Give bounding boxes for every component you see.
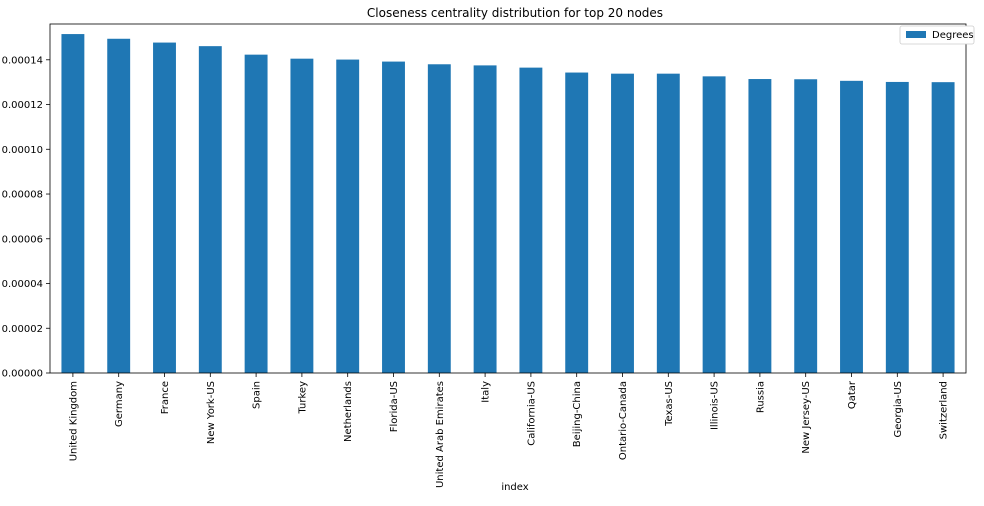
x-tick-label: New York-US [206, 381, 217, 444]
x-tick-label: Ontario-Canada [618, 381, 629, 460]
bar [61, 34, 85, 373]
bar [840, 80, 863, 374]
y-tick-label: 0.00004 [2, 279, 43, 290]
plot-frame [49, 23, 967, 374]
y-tick-label: 0.00012 [2, 100, 43, 111]
legend-swatch [906, 31, 926, 38]
bar [519, 67, 543, 373]
x-tick-label: Georgia-US [893, 381, 904, 437]
bar [382, 61, 405, 373]
x-tick-label: United Arab Emirates [435, 381, 446, 488]
x-tick-label: Germany [114, 381, 125, 427]
bar [473, 65, 497, 373]
bar [565, 72, 589, 374]
x-tick-label: California-US [526, 381, 537, 446]
x-tick-label: Italy [481, 381, 492, 403]
x-tick-label: Russia [755, 381, 766, 413]
bar [427, 64, 451, 374]
bar [885, 81, 909, 374]
x-tick-label: United Kingdom [68, 381, 79, 461]
bar [336, 59, 360, 373]
bar [290, 58, 314, 374]
x-tick-label: Spain [252, 381, 263, 409]
bar [794, 79, 818, 373]
bar [656, 73, 680, 374]
bar [153, 42, 176, 373]
legend-label: Degrees [932, 30, 974, 41]
x-axis-label: index [501, 482, 528, 493]
x-axis: United Kingdom Germany France New York-US Sp… [68, 373, 950, 488]
y-tick-label: 0.00000 [2, 369, 43, 380]
y-tick-label: 0.00008 [2, 190, 43, 201]
x-tick-label: France [160, 381, 171, 414]
x-tick-label: Beijing-China [572, 381, 583, 447]
x-tick-label: Netherlands [343, 381, 354, 442]
bar [244, 54, 268, 374]
x-tick-label: New Jersey-US [801, 381, 812, 454]
y-tick-label: 0.00010 [2, 145, 43, 156]
bar [931, 82, 955, 374]
bar [107, 38, 131, 374]
bars [61, 34, 955, 374]
bar [198, 46, 222, 374]
x-tick-label: Qatar [847, 380, 858, 409]
x-tick-label: Florida-US [389, 381, 400, 432]
y-tick-label: 0.00014 [2, 55, 43, 66]
y-tick-label: 0.00006 [2, 234, 43, 245]
y-axis: 0.00000 0.00002 0.00004 0.00006 0.00008 0.000… [2, 55, 50, 380]
legend: Degrees [899, 25, 975, 45]
x-tick-label: Illinois-US [710, 381, 721, 430]
bar [702, 76, 726, 373]
bar [611, 73, 634, 374]
x-tick-label: Switzerland [939, 381, 950, 439]
y-tick-label: 0.00002 [2, 324, 43, 335]
legend-box [899, 25, 975, 45]
bar [748, 79, 772, 374]
x-tick-label: Turkey [297, 381, 308, 415]
x-tick-label: Texas-US [664, 381, 675, 427]
chart-title: Closeness centrality distribution for to… [367, 6, 663, 20]
